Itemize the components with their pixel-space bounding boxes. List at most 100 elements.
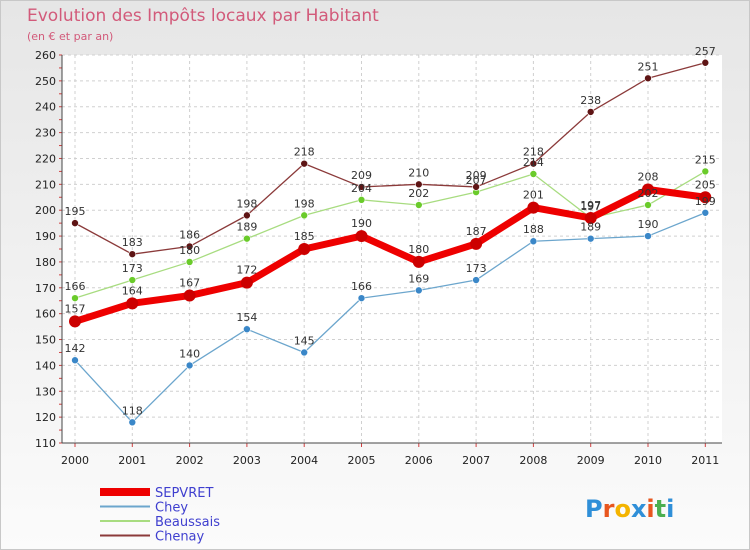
data-label: 198	[294, 197, 315, 210]
data-point	[644, 201, 652, 209]
data-point	[701, 167, 710, 176]
data-label: 190	[638, 218, 659, 231]
y-tick-label: 150	[35, 334, 56, 347]
proxiti-logo: Proxiti	[585, 495, 674, 523]
logo-letter: i	[646, 495, 654, 523]
y-tick-label: 260	[35, 49, 56, 62]
data-label: 189	[236, 221, 257, 234]
series-chenay	[71, 58, 710, 258]
data-label: 188	[523, 223, 544, 236]
data-point	[642, 183, 654, 196]
x-tick-label: 2011	[691, 454, 719, 467]
axes: 110 120 130 140 150 160 170 180 190 200 210 220 230 2…	[35, 49, 722, 467]
data-label: 218	[523, 146, 544, 159]
logo-letter: x	[631, 495, 647, 523]
data-label: 172	[236, 264, 257, 277]
x-tick-label: 2008	[519, 454, 547, 467]
data-point	[300, 159, 309, 168]
y-tick-label: 250	[35, 75, 56, 88]
data-point	[414, 201, 423, 209]
logo-letter: t	[655, 495, 666, 523]
x-tick-label: 2005	[348, 454, 376, 467]
logo-letter: P	[585, 495, 603, 523]
logo-letter: i	[666, 495, 674, 523]
data-label: 214	[523, 156, 544, 169]
data-label: 209	[466, 169, 487, 182]
series-chey	[71, 208, 710, 427]
data-point	[644, 232, 652, 240]
data-point	[240, 276, 253, 289]
data-label: 201	[523, 189, 544, 202]
data-label: 257	[695, 45, 716, 58]
data-point	[300, 211, 309, 220]
data-point	[126, 297, 139, 310]
y-tick-label: 200	[35, 204, 56, 217]
data-label: 210	[408, 166, 429, 179]
data-point	[355, 230, 368, 243]
data-point	[699, 191, 712, 204]
data-point	[357, 294, 366, 302]
y-tick-label: 160	[35, 308, 56, 321]
chart-subtitle: (en € et par an)	[27, 30, 113, 43]
x-tick-label: 2000	[61, 454, 89, 467]
data-label: 205	[695, 178, 716, 191]
data-label: 251	[638, 60, 659, 73]
series-line-chey	[74, 212, 706, 423]
data-point	[128, 418, 137, 427]
data-label: 169	[408, 272, 429, 285]
data-point	[584, 211, 597, 224]
proxiti-wordmark: Proxiti	[585, 495, 674, 523]
y-tick-label: 220	[35, 152, 56, 165]
series-line-sepvret	[71, 186, 709, 325]
data-label: 186	[179, 228, 200, 241]
data-point	[128, 250, 137, 258]
data-point	[71, 356, 79, 365]
data-point	[69, 315, 81, 328]
x-tick-label: 2007	[462, 454, 490, 467]
series-sepvret	[69, 183, 712, 328]
grid	[62, 54, 722, 444]
data-label: 204	[351, 182, 372, 195]
data-point	[185, 258, 194, 266]
y-tick-label: 130	[35, 385, 56, 398]
y-tick-label: 180	[35, 256, 56, 269]
data-point	[128, 276, 137, 284]
data-point	[71, 219, 79, 227]
data-point	[529, 170, 538, 178]
data-label: 173	[466, 262, 487, 275]
x-tick-label: 2003	[233, 454, 261, 467]
data-label: 198	[236, 197, 257, 210]
data-label: 207	[466, 174, 487, 187]
data-point	[472, 276, 480, 284]
data-point	[357, 196, 366, 204]
data-label: 190	[351, 217, 372, 230]
data-point	[527, 201, 540, 214]
data-label: 187	[466, 225, 487, 238]
data-point	[298, 243, 311, 255]
data-label: 166	[65, 280, 86, 293]
x-tick-label: 2009	[577, 454, 605, 467]
data-label: 180	[179, 244, 200, 257]
data-label: 238	[580, 94, 601, 107]
data-label: 202	[638, 187, 659, 200]
data-label: 199	[695, 195, 716, 208]
y-tick-label: 230	[35, 127, 56, 140]
data-point	[414, 286, 423, 295]
data-label: 183	[122, 236, 143, 249]
data-label: 197	[580, 200, 601, 213]
data-point	[701, 208, 710, 217]
data-label: 154	[236, 311, 257, 324]
y-tick-label: 240	[35, 101, 56, 114]
data-label: 218	[294, 146, 315, 159]
data-point	[412, 255, 425, 268]
y-tick-label: 210	[35, 178, 56, 191]
y-tick-label: 170	[35, 282, 56, 295]
legend-label: Beaussais	[155, 515, 220, 530]
data-label: 118	[122, 404, 143, 417]
data-point	[300, 348, 309, 357]
logo-letter: o	[614, 495, 631, 523]
data-point	[470, 237, 483, 250]
data-point	[644, 74, 652, 83]
data-label: 185	[294, 230, 315, 243]
data-label: 209	[351, 169, 372, 182]
